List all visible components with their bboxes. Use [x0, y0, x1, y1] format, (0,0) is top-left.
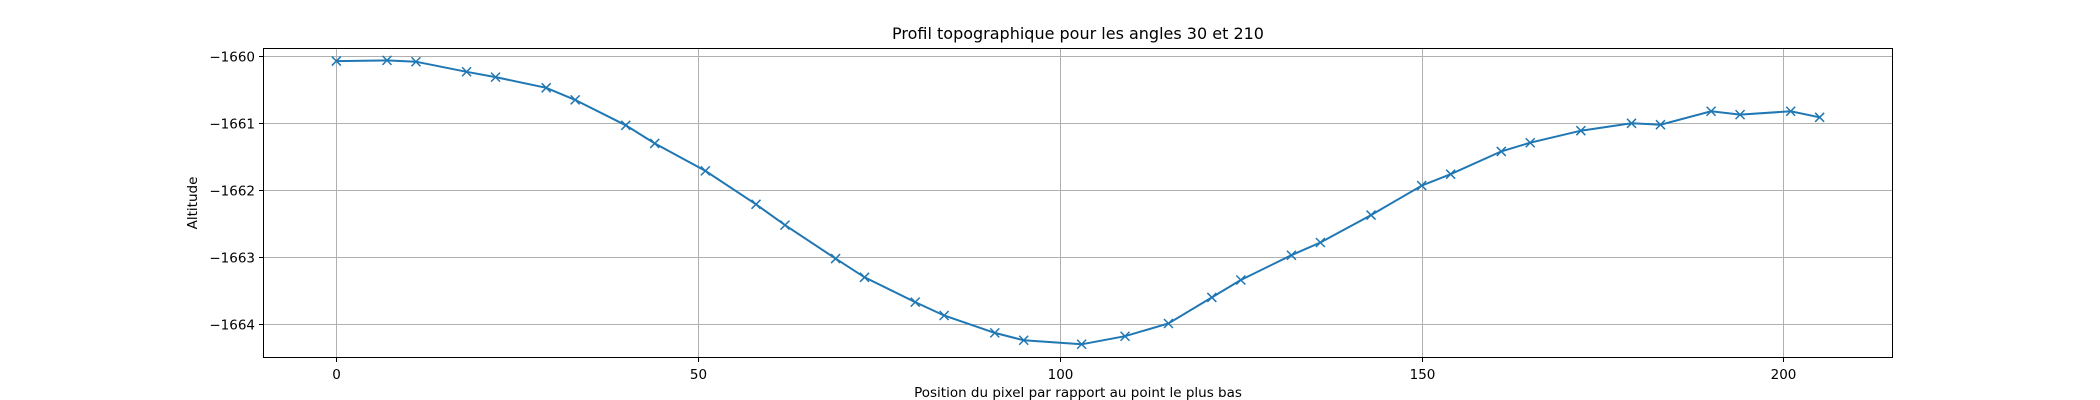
data-point-marker [620, 120, 631, 131]
data-point-marker [830, 253, 841, 264]
data-point-marker [1735, 109, 1746, 120]
data-point-marker [1163, 318, 1174, 329]
data-point-marker [1286, 250, 1297, 261]
data-point-marker [381, 55, 393, 66]
data-point-marker [1626, 118, 1637, 129]
x-tick-label: 100 [1048, 367, 1074, 383]
data-point-marker [541, 82, 552, 93]
y-tick-label: −1662 [209, 184, 255, 200]
plot-frame [263, 48, 1893, 358]
data-point-marker [461, 66, 472, 77]
data-point-marker [1235, 274, 1246, 286]
data-point-marker [331, 56, 342, 67]
x-tick-label: 50 [690, 367, 707, 383]
data-point-marker [1706, 106, 1717, 117]
data-point-marker [1206, 292, 1217, 303]
grid-layer [264, 49, 1892, 357]
data-point-marker [1076, 339, 1087, 350]
data-point-marker [910, 297, 921, 308]
ticks-layer: 0 50 100 150 200 −1664 −1663 −1662 −1661 −1660 [209, 50, 1796, 384]
data-point-marker [1119, 331, 1131, 342]
data-point-marker [1366, 210, 1377, 221]
data-point-marker [1315, 237, 1326, 248]
data-point-marker [1445, 169, 1456, 180]
data-point-marker [1785, 106, 1796, 117]
data-point-marker [989, 327, 1000, 338]
x-tick-label: 200 [1771, 367, 1797, 383]
data-point-marker [410, 56, 421, 67]
data-point-marker [1814, 112, 1825, 123]
data-point-marker [570, 94, 581, 105]
x-axis-label: Position du pixel par rapport au point l… [914, 385, 1242, 400]
data-point-marker [750, 199, 762, 210]
data-point-marker [1525, 137, 1536, 148]
series-layer [331, 55, 1825, 350]
x-tick-label: 150 [1410, 367, 1436, 383]
y-tick-label: −1664 [209, 318, 255, 334]
x-tick-label: 0 [332, 367, 341, 383]
y-tick-label: −1660 [209, 50, 255, 66]
data-point-marker [490, 72, 501, 83]
data-point-marker [859, 272, 870, 283]
data-point-marker [1575, 125, 1586, 136]
data-point-marker [1655, 119, 1666, 130]
y-tick-label: −1663 [209, 251, 255, 267]
chart-title: Profil topographique pour les angles 30 … [892, 24, 1264, 43]
data-point-marker [939, 310, 950, 321]
data-point-marker [1018, 335, 1029, 346]
y-axis-label: Altitude [185, 177, 201, 230]
data-point-marker [1496, 146, 1507, 157]
data-point-marker [1416, 180, 1427, 191]
data-point-marker [700, 165, 711, 176]
y-tick-label: −1661 [209, 117, 255, 133]
data-point-marker [649, 138, 660, 149]
data-point-marker [779, 220, 790, 231]
